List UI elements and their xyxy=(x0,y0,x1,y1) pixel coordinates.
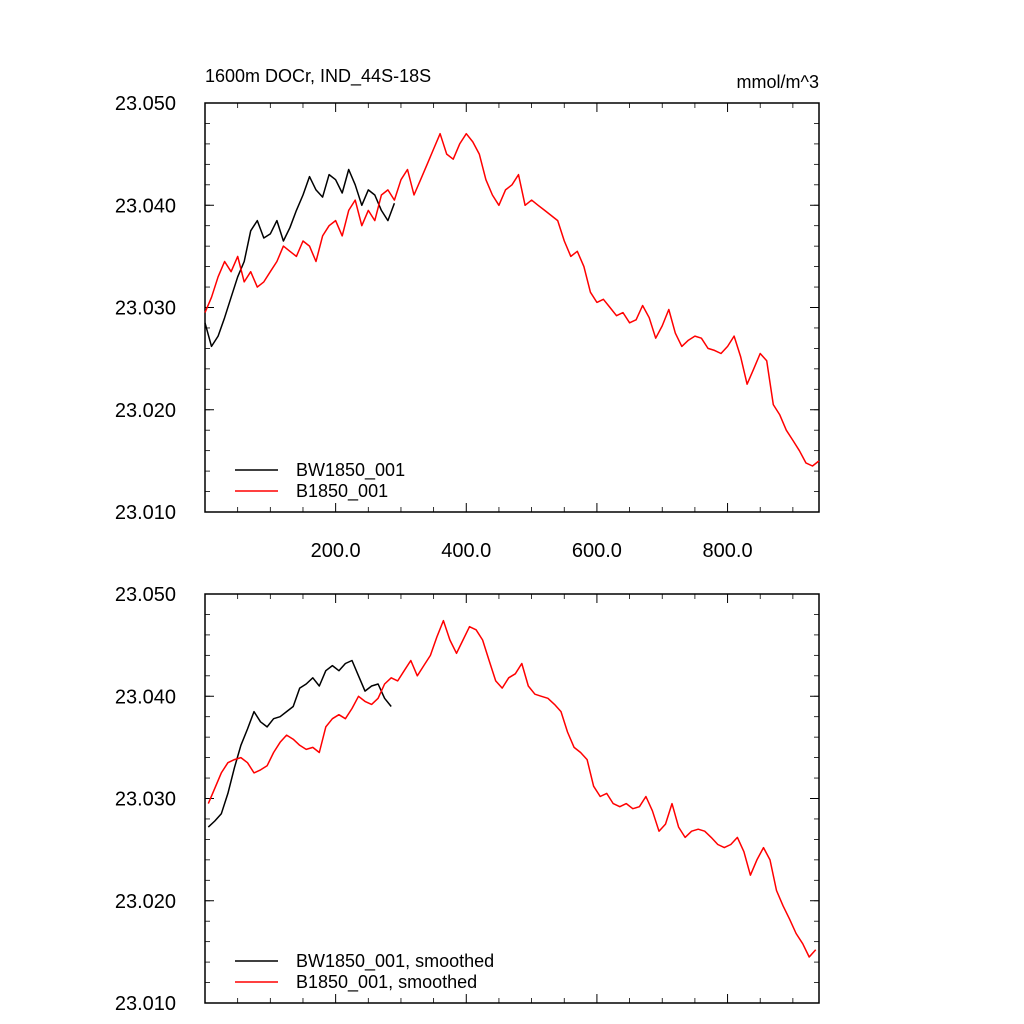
series-line-bw1850-001-smoothed xyxy=(207,659,392,828)
bottom-legend: BW1850_001, smoothed B1850_001, smoothed xyxy=(235,951,494,993)
x-tick-label: 400.0 xyxy=(441,540,491,562)
top-ticks xyxy=(205,102,819,513)
legend-label-b1850: B1850_001 xyxy=(296,481,388,502)
series-line-b1850-001-smoothed xyxy=(207,619,817,958)
top-y-tick-labels: 23.010 23.020 23.030 23.040 23.050 xyxy=(115,93,176,524)
series-line-bw1850-001 xyxy=(204,168,396,348)
y-tick-label: 23.040 xyxy=(115,686,176,708)
x-tick-label: 600.0 xyxy=(572,540,622,562)
top-panel: 23.010 23.020 23.030 23.040 23.050 200.0 400.… xyxy=(115,66,820,562)
chart-title: 1600m DOCr, IND_44S-18S xyxy=(205,66,431,87)
bottom-ticks xyxy=(205,593,819,1004)
legend-label-bw1850-smoothed: BW1850_001, smoothed xyxy=(296,951,494,972)
units-label: mmol/m^3 xyxy=(737,72,819,92)
bottom-series-lines xyxy=(207,619,817,958)
top-legend: BW1850_001 B1850_001 xyxy=(235,460,405,502)
y-tick-label: 23.010 xyxy=(115,993,176,1015)
top-x-tick-labels: 200.0 400.0 600.0 800.0 xyxy=(311,540,753,562)
y-tick-label: 23.040 xyxy=(115,195,176,217)
y-tick-label: 23.020 xyxy=(115,891,176,913)
top-plot-frame xyxy=(204,102,820,513)
x-tick-label: 800.0 xyxy=(703,540,753,562)
top-series-lines xyxy=(204,132,820,467)
legend-label-bw1850: BW1850_001 xyxy=(296,460,405,481)
y-tick-label: 23.020 xyxy=(115,400,176,422)
series-line-b1850-001 xyxy=(204,132,820,467)
legend-label-b1850-smoothed: B1850_001, smoothed xyxy=(296,972,477,993)
y-tick-label: 23.030 xyxy=(115,298,176,320)
y-tick-label: 23.050 xyxy=(115,93,176,115)
x-tick-label: 200.0 xyxy=(311,540,361,562)
y-tick-label: 23.030 xyxy=(115,789,176,811)
bottom-y-tick-labels: 23.010 23.020 23.030 23.040 23.050 xyxy=(115,584,176,1015)
bottom-panel: 23.010 23.020 23.030 23.040 23.050 BW1850_00… xyxy=(115,584,820,1015)
y-tick-label: 23.050 xyxy=(115,584,176,606)
y-tick-label: 23.010 xyxy=(115,502,176,524)
bottom-plot-frame xyxy=(204,593,820,1004)
